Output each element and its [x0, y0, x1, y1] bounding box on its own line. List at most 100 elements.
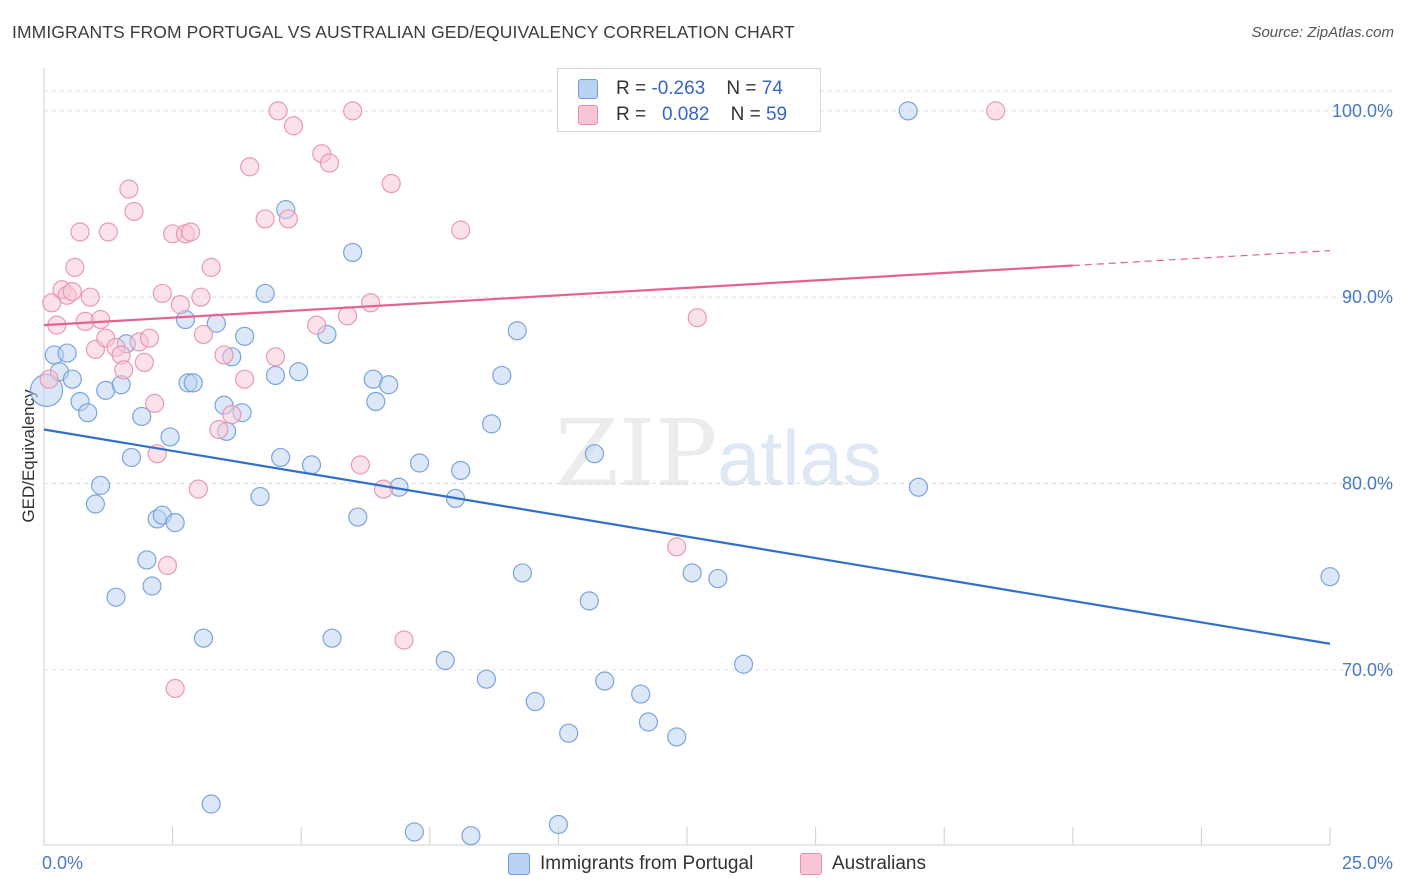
australians-point — [90, 309, 111, 330]
australians-point — [188, 479, 208, 499]
australians-point — [181, 222, 201, 242]
portugal-point — [78, 403, 98, 423]
australians-point — [278, 209, 298, 229]
x-tick-label: 25.0% — [1342, 853, 1393, 873]
australians-point — [170, 295, 190, 315]
y-tick-label: 70.0% — [1342, 660, 1393, 680]
australians-point — [62, 281, 82, 302]
portugal-point — [57, 343, 77, 363]
portugal-point — [255, 283, 275, 304]
australians-point — [152, 283, 172, 304]
australians-point — [209, 419, 229, 440]
source-credit: Source: ZipAtlas.com — [1251, 24, 1394, 41]
portugal-point — [409, 453, 430, 473]
portugal-point — [132, 406, 152, 427]
portugal-point — [708, 568, 728, 589]
correlation-legend: R = -0.263 N = 74 R = 0.082 N = 59 — [557, 68, 821, 132]
australians-point — [222, 404, 242, 425]
watermark-atlas: atlas — [717, 414, 882, 502]
australians-point — [319, 153, 340, 173]
australians-point — [139, 328, 160, 348]
r-value: 0.082 — [661, 104, 710, 125]
australians-point — [235, 369, 255, 389]
australians-point — [255, 209, 275, 229]
portugal-point — [106, 587, 126, 607]
n-value: 74 — [761, 78, 783, 99]
portugal-point — [481, 414, 502, 434]
r-value: -0.263 — [651, 78, 706, 99]
portugal-point — [595, 671, 615, 691]
australians-point — [667, 537, 687, 557]
australians-point — [191, 287, 211, 307]
australians-point — [165, 678, 185, 699]
australians-point — [986, 101, 1006, 121]
portugal-point — [559, 723, 579, 743]
portugal-point — [667, 727, 687, 747]
australians-point — [240, 157, 260, 177]
portugal-point — [461, 826, 481, 846]
y-tick-label: 90.0% — [1342, 287, 1393, 307]
portugal-point — [898, 101, 918, 121]
portugal-point — [142, 576, 162, 596]
y-axis-title: GED/Equivalency — [19, 389, 38, 523]
y-tick-label: 80.0% — [1342, 474, 1393, 494]
australians-point — [214, 345, 234, 365]
australians-point — [80, 287, 100, 307]
australians-point — [65, 257, 85, 277]
portugal-point — [366, 391, 386, 412]
portugal-point — [271, 447, 291, 468]
australians-point — [394, 630, 414, 650]
portugal-point — [908, 477, 929, 497]
portugal-point — [512, 563, 532, 583]
portugal-point — [631, 684, 651, 704]
portugal-point — [733, 654, 754, 674]
blue-swatch-icon — [508, 853, 530, 875]
portugal-point — [301, 455, 322, 475]
portugal-point — [548, 814, 569, 835]
australians-point — [201, 257, 221, 277]
portugal-point — [137, 550, 157, 570]
watermark: ZIPatlas — [555, 400, 882, 507]
portugal-point — [579, 591, 599, 611]
australians-point — [268, 101, 288, 121]
chart-title: IMMIGRANTS FROM PORTUGAL VS AUSTRALIAN G… — [12, 22, 795, 42]
portugal-point — [348, 507, 368, 527]
portugal-point — [507, 321, 527, 341]
australians-point — [119, 179, 139, 199]
australians-point — [350, 455, 370, 475]
portugal-point — [235, 326, 255, 346]
blue-swatch-icon — [578, 79, 598, 99]
australians-point — [157, 555, 178, 576]
portugal-point — [90, 475, 111, 495]
r-label: R = — [616, 78, 652, 99]
portugal-point — [62, 369, 82, 389]
australians-point — [361, 293, 381, 313]
portugal-point — [492, 365, 512, 386]
portugal-point — [584, 444, 605, 464]
australians-point — [98, 222, 118, 242]
n-value: 59 — [765, 104, 788, 125]
portugal-point — [265, 365, 286, 386]
australians-point — [134, 352, 154, 373]
australians-point — [283, 116, 304, 136]
portugal-point — [343, 242, 363, 263]
australians-point — [687, 308, 707, 328]
portugal-point — [682, 563, 702, 583]
portugal-point — [183, 373, 203, 393]
portugal-point — [160, 427, 180, 447]
australians-point — [70, 222, 90, 242]
australians-point — [144, 393, 165, 413]
r-label: R = — [616, 104, 652, 125]
portugal-point — [121, 447, 142, 468]
australians-point — [337, 306, 358, 326]
n-label: N = — [726, 78, 762, 99]
bottom-legend-label: Australians — [832, 853, 926, 874]
portugal-point — [451, 460, 471, 481]
pink-swatch-icon — [800, 853, 822, 875]
portugal-point — [525, 691, 545, 712]
portugal-point — [638, 712, 659, 732]
portugal-point — [289, 362, 309, 382]
australians-point — [343, 101, 363, 121]
australians-point — [124, 201, 144, 222]
